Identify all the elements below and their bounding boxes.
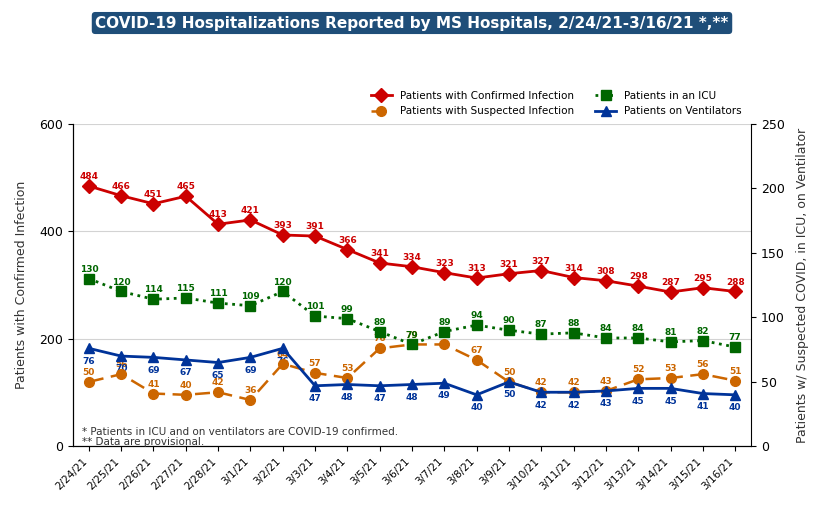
Text: 466: 466 bbox=[112, 182, 131, 191]
Text: 451: 451 bbox=[144, 190, 163, 199]
Text: 88: 88 bbox=[567, 319, 580, 328]
Text: 90: 90 bbox=[503, 316, 515, 325]
Text: 47: 47 bbox=[373, 394, 386, 403]
Text: 52: 52 bbox=[632, 366, 644, 374]
Text: 41: 41 bbox=[696, 402, 709, 411]
Legend: Patients with Confirmed Infection, Patients with Suspected Infection, Patients i: Patients with Confirmed Infection, Patie… bbox=[367, 87, 746, 120]
Text: 64: 64 bbox=[276, 350, 289, 359]
Text: 53: 53 bbox=[341, 364, 353, 373]
Text: 484: 484 bbox=[79, 172, 98, 181]
Text: 49: 49 bbox=[438, 391, 451, 401]
Text: 323: 323 bbox=[435, 258, 454, 268]
Text: COVID-19 Hospitalizations Reported by MS Hospitals, 2/24/21-3/16/21 *,**: COVID-19 Hospitalizations Reported by MS… bbox=[96, 16, 728, 31]
Text: 51: 51 bbox=[729, 367, 742, 376]
Text: 115: 115 bbox=[176, 284, 195, 293]
Text: 76: 76 bbox=[82, 357, 96, 366]
Text: 321: 321 bbox=[499, 260, 518, 269]
Y-axis label: Patients w/ Suspected COVID, in ICU, on Ventilator: Patients w/ Suspected COVID, in ICU, on … bbox=[796, 128, 809, 443]
Text: 298: 298 bbox=[629, 272, 648, 281]
Text: 81: 81 bbox=[664, 328, 677, 337]
Text: 84: 84 bbox=[632, 324, 644, 333]
Text: 69: 69 bbox=[244, 366, 257, 375]
Text: 109: 109 bbox=[241, 292, 260, 301]
Text: 465: 465 bbox=[176, 183, 195, 191]
Text: 89: 89 bbox=[438, 317, 451, 327]
Text: 47: 47 bbox=[309, 394, 321, 403]
Text: 391: 391 bbox=[306, 222, 325, 231]
Text: 287: 287 bbox=[661, 278, 680, 287]
Text: 69: 69 bbox=[147, 366, 160, 375]
Y-axis label: Patients with Confirmed Infection: Patients with Confirmed Infection bbox=[15, 181, 28, 389]
Text: 82: 82 bbox=[696, 327, 709, 336]
Text: 308: 308 bbox=[597, 267, 616, 276]
Text: 413: 413 bbox=[208, 210, 227, 219]
Text: 67: 67 bbox=[180, 368, 192, 377]
Text: 67: 67 bbox=[471, 346, 483, 355]
Text: 327: 327 bbox=[531, 256, 550, 266]
Text: 334: 334 bbox=[403, 253, 421, 262]
Text: 50: 50 bbox=[503, 390, 515, 399]
Text: 130: 130 bbox=[80, 265, 98, 273]
Text: 421: 421 bbox=[241, 206, 260, 215]
Text: * Patients in ICU and on ventilators are COVID-19 confirmed.: * Patients in ICU and on ventilators are… bbox=[82, 427, 399, 436]
Text: 120: 120 bbox=[274, 278, 292, 286]
Text: 65: 65 bbox=[212, 371, 224, 380]
Text: 56: 56 bbox=[696, 360, 709, 369]
Text: 79: 79 bbox=[438, 330, 451, 340]
Text: 76: 76 bbox=[373, 334, 386, 343]
Text: 45: 45 bbox=[664, 397, 677, 406]
Text: 101: 101 bbox=[306, 302, 325, 311]
Text: 76: 76 bbox=[276, 357, 289, 366]
Text: 77: 77 bbox=[728, 333, 742, 342]
Text: 48: 48 bbox=[341, 393, 353, 402]
Text: 87: 87 bbox=[535, 320, 548, 329]
Text: 114: 114 bbox=[144, 285, 163, 294]
Text: 36: 36 bbox=[244, 386, 257, 395]
Text: 42: 42 bbox=[212, 378, 224, 387]
Text: 42: 42 bbox=[567, 401, 580, 409]
Text: 79: 79 bbox=[405, 330, 419, 340]
Text: 57: 57 bbox=[309, 359, 321, 368]
Text: 41: 41 bbox=[147, 379, 160, 389]
Text: 120: 120 bbox=[112, 278, 130, 286]
Text: 43: 43 bbox=[600, 399, 612, 408]
Text: 53: 53 bbox=[664, 364, 677, 373]
Text: 43: 43 bbox=[600, 377, 612, 386]
Text: 42: 42 bbox=[567, 378, 580, 387]
Text: 84: 84 bbox=[600, 324, 612, 333]
Text: 50: 50 bbox=[503, 368, 515, 377]
Text: 313: 313 bbox=[467, 264, 486, 273]
Text: 314: 314 bbox=[564, 264, 583, 272]
Text: ** Data are provisional.: ** Data are provisional. bbox=[82, 437, 204, 447]
Text: 288: 288 bbox=[726, 278, 745, 286]
Text: 79: 79 bbox=[405, 330, 419, 340]
Text: 40: 40 bbox=[180, 381, 192, 390]
Text: 111: 111 bbox=[208, 289, 227, 298]
Text: 366: 366 bbox=[338, 236, 357, 245]
Text: 45: 45 bbox=[632, 397, 644, 406]
Text: 42: 42 bbox=[535, 378, 548, 387]
Text: 341: 341 bbox=[370, 249, 389, 258]
Text: 50: 50 bbox=[82, 368, 95, 377]
Text: 393: 393 bbox=[274, 221, 293, 230]
Text: 42: 42 bbox=[535, 401, 548, 409]
Text: 94: 94 bbox=[471, 311, 483, 320]
Text: 40: 40 bbox=[471, 403, 483, 412]
Text: 99: 99 bbox=[341, 305, 353, 314]
Text: 48: 48 bbox=[405, 393, 419, 402]
Text: 56: 56 bbox=[115, 360, 128, 369]
Text: 89: 89 bbox=[373, 317, 386, 327]
Text: 295: 295 bbox=[693, 274, 712, 283]
Text: 70: 70 bbox=[115, 364, 128, 373]
Text: 40: 40 bbox=[729, 403, 742, 412]
